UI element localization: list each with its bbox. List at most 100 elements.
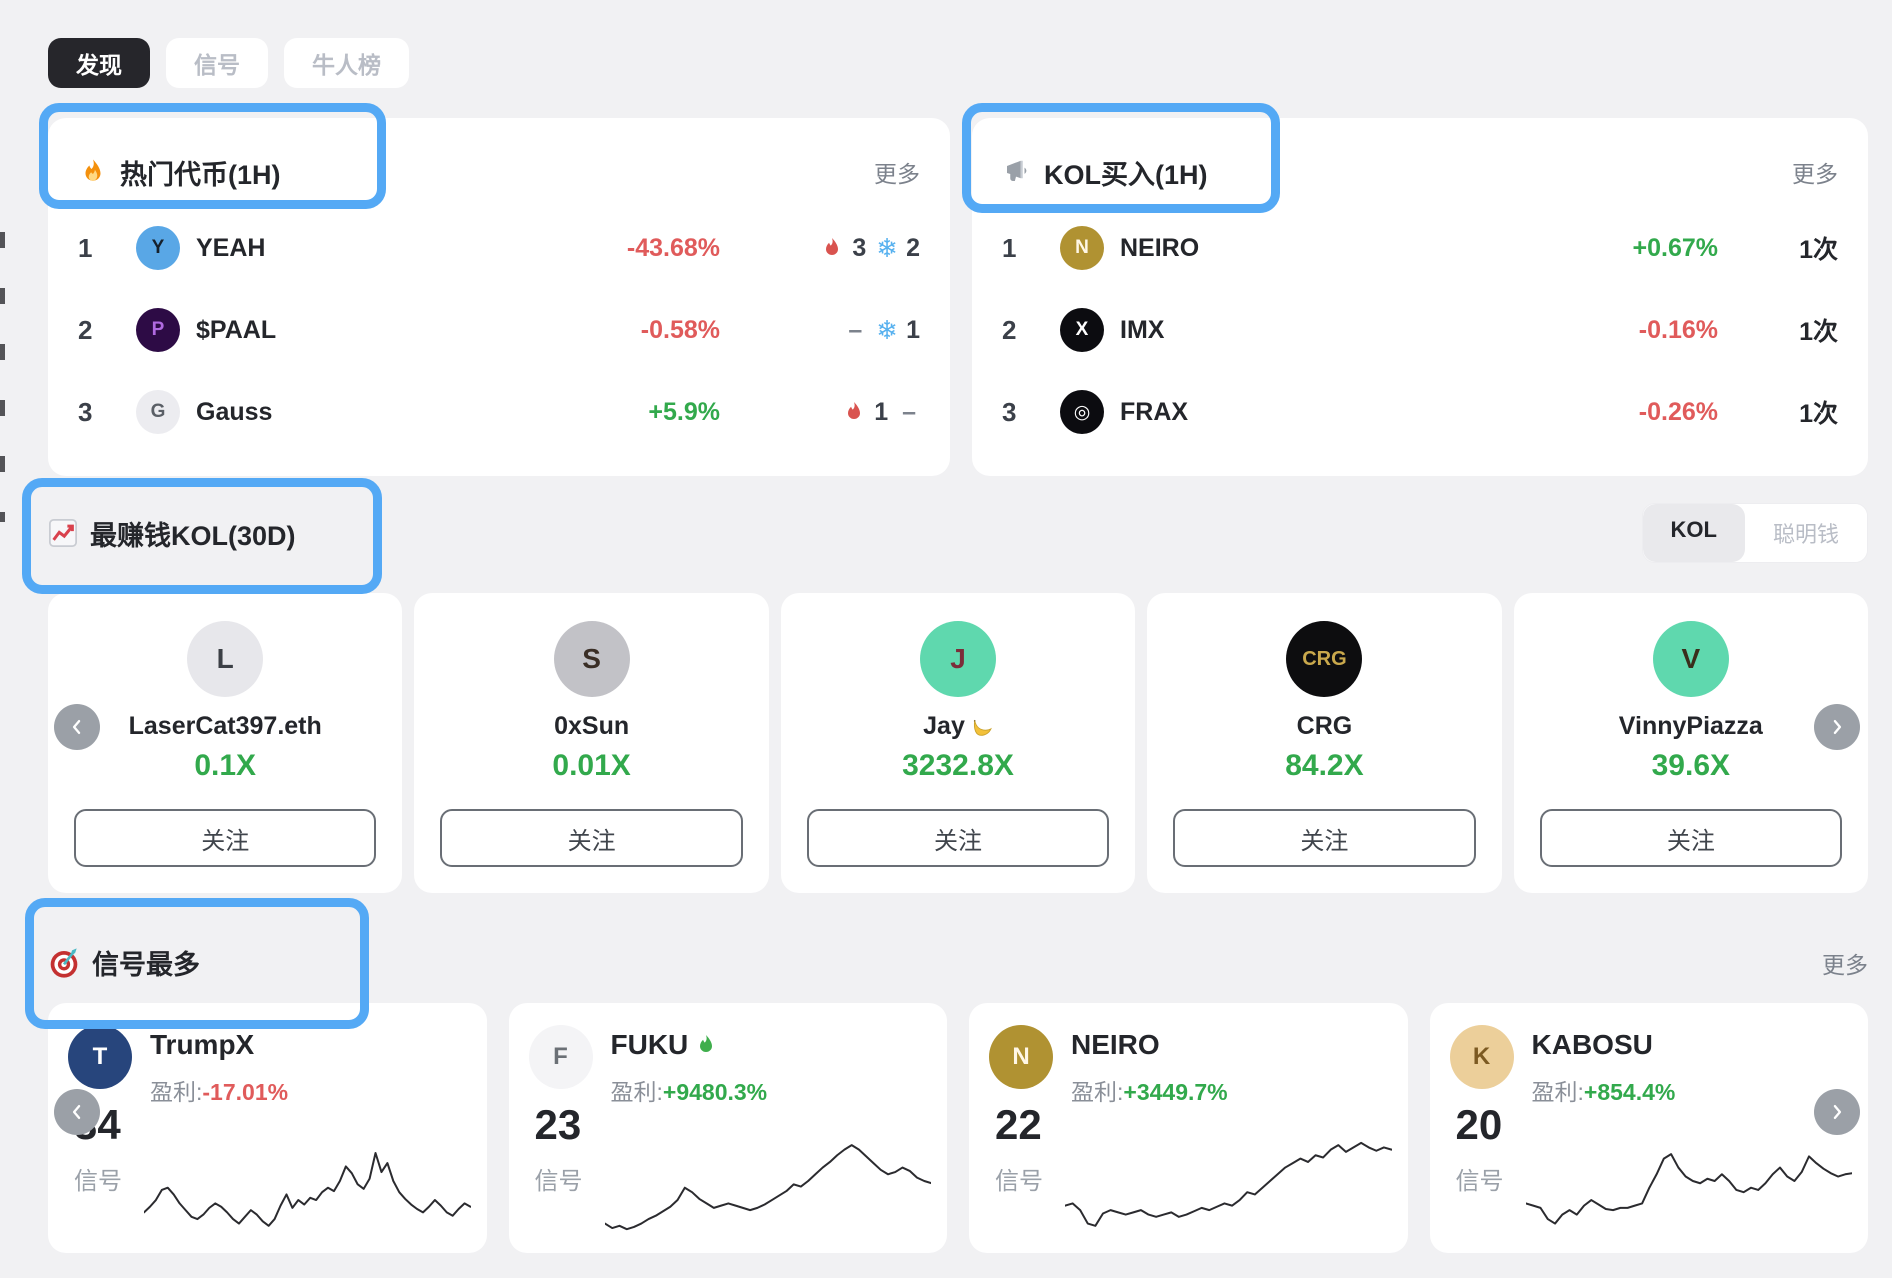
- kol-multiplier: 0.01X: [552, 749, 631, 782]
- rank-label: 1: [78, 232, 93, 263]
- rank-label: 1: [1002, 232, 1017, 263]
- token-avatar: G: [136, 390, 180, 434]
- kol-name: Jay: [923, 712, 993, 741]
- tab-discover[interactable]: 发现: [48, 38, 150, 88]
- kol-card[interactable]: CRG CRG 84.2X 关注: [1147, 593, 1502, 893]
- follow-button[interactable]: 关注: [1173, 809, 1476, 867]
- token-name: NEIRO: [1120, 233, 1200, 262]
- cropped-left-edge: [0, 232, 5, 522]
- snow-count: 2: [906, 233, 920, 262]
- follow-button[interactable]: 关注: [74, 809, 377, 867]
- signal-sparkline: [605, 1125, 932, 1237]
- signal-card[interactable]: T TrumpX 盈利:-17.01% 34 信号: [48, 1003, 487, 1253]
- kol-avatar: L: [187, 621, 264, 697]
- kol-name: LaserCat397.eth: [128, 712, 322, 740]
- hot-token-row[interactable]: 3 G Gauss +5.9% 1 –: [78, 386, 920, 438]
- kol-card[interactable]: V VinnyPiazza 39.6X 关注: [1513, 593, 1869, 893]
- token-avatar: Y: [136, 226, 180, 270]
- follow-button[interactable]: 关注: [440, 809, 743, 867]
- signal-card[interactable]: N NEIRO 盈利:+3449.7% 22 信号: [969, 1003, 1408, 1253]
- signal-profit: 盈利:+3449.7%: [1071, 1079, 1228, 1105]
- follow-button[interactable]: 关注: [806, 809, 1110, 867]
- token-flags: 1 –: [720, 398, 920, 427]
- kol-card[interactable]: L LaserCat397.eth 0.1X 关注: [48, 593, 403, 893]
- rank-label: 3: [1002, 396, 1017, 427]
- snow-count: –: [902, 397, 916, 426]
- signal-count: 20: [1455, 1101, 1503, 1148]
- kol-buys-title: KOL买入(1H): [1002, 153, 1208, 192]
- carousel-prev-button[interactable]: [54, 704, 100, 750]
- carousel-next-button[interactable]: [1814, 1089, 1860, 1135]
- kol-buy-row[interactable]: 1 N NEIRO +0.67% 1次: [1002, 222, 1838, 274]
- signal-name: KABOSU: [1531, 1029, 1653, 1060]
- token-change: -0.58%: [640, 315, 720, 344]
- fire-count: 1: [874, 397, 889, 426]
- token-avatar: ◎: [1060, 390, 1104, 434]
- top-kols-carousel: L LaserCat397.eth 0.1X 关注 S 0xSun 0.01X …: [48, 593, 1869, 893]
- toggle-kol[interactable]: KOL: [1642, 504, 1745, 562]
- chevron-right-icon: [1827, 1102, 1847, 1122]
- kol-card[interactable]: S 0xSun 0.01X 关注: [414, 593, 769, 893]
- fire-count: –: [848, 315, 863, 344]
- token-change: +5.9%: [648, 397, 720, 426]
- green-flame-icon: [694, 1033, 718, 1057]
- hot-tokens-list: 1 Y YEAH -43.68% 3 ❄ 2 2 P $PAAL -0.58% –…: [78, 222, 920, 438]
- signal-profit: 盈利:+854.4%: [1531, 1079, 1676, 1105]
- kol-buy-row[interactable]: 2 X IMX -0.16% 1次: [1002, 304, 1838, 356]
- tab-signals[interactable]: 信号: [166, 38, 268, 88]
- top-kols-title: 最赚钱KOL(30D): [48, 514, 296, 553]
- top-kols-header: 最赚钱KOL(30D) KOL 聪明钱: [48, 503, 1868, 563]
- signal-name: NEIRO: [1071, 1029, 1160, 1060]
- hot-tokens-title: 热门代币(1H): [78, 153, 281, 192]
- hot-tokens-more-link[interactable]: 更多: [874, 161, 920, 187]
- token-avatar: X: [1060, 308, 1104, 352]
- signal-profit: 盈利:+9480.3%: [610, 1079, 768, 1105]
- signal-sparkline: [1526, 1125, 1853, 1237]
- hot-token-row[interactable]: 2 P $PAAL -0.58% – ❄ 1: [78, 304, 920, 356]
- kol-buys-panel: KOL买入(1H) 更多 1 N NEIRO +0.67% 1次 2 X IMX…: [972, 118, 1868, 476]
- signal-avatar: N: [989, 1025, 1053, 1089]
- signal-count: 23: [534, 1101, 582, 1148]
- signal-unit-label: 信号: [1455, 1168, 1504, 1195]
- fire-icon: [842, 400, 866, 424]
- signal-card[interactable]: F FUKU 盈利:+9480.3% 23 信号: [508, 1003, 947, 1253]
- signal-name: FUKU: [611, 1029, 719, 1061]
- kol-buy-row[interactable]: 3 ◎ FRAX -0.26% 1次: [1002, 386, 1838, 438]
- signal-unit-label: 信号: [74, 1168, 122, 1195]
- hot-token-row[interactable]: 1 Y YEAH -43.68% 3 ❄ 2: [78, 222, 920, 274]
- toggle-smart-money[interactable]: 聪明钱: [1744, 504, 1867, 562]
- carousel-prev-button[interactable]: [54, 1089, 100, 1135]
- snowflake-icon: ❄: [876, 233, 899, 263]
- kol-card[interactable]: J Jay 3232.8X 关注: [780, 593, 1136, 893]
- buy-count: 1次: [1799, 236, 1838, 264]
- most-signals-carousel: T TrumpX 盈利:-17.01% 34 信号 F FUKU 盈利:+948…: [48, 1003, 1868, 1253]
- snow-count: 1: [906, 315, 920, 344]
- tab-leaderboard[interactable]: 牛人榜: [284, 38, 409, 88]
- kol-name: 0xSun: [554, 712, 630, 740]
- rank-label: 2: [78, 314, 93, 345]
- most-signals-header: 信号最多 更多: [48, 935, 1868, 990]
- token-flags: – ❄ 1: [720, 316, 920, 345]
- signal-profit: 盈利:-17.01%: [150, 1079, 289, 1105]
- kol-buys-list: 1 N NEIRO +0.67% 1次 2 X IMX -0.16% 1次 3 …: [1002, 222, 1838, 438]
- kol-buys-title-text: KOL买入(1H): [1044, 159, 1208, 190]
- kol-avatar: V: [1652, 621, 1729, 697]
- kol-multiplier: 39.6X: [1651, 749, 1731, 782]
- fire-count: 3: [852, 233, 867, 262]
- carousel-next-button[interactable]: [1814, 704, 1860, 750]
- chevron-left-icon: [67, 717, 87, 737]
- signal-unit-label: 信号: [534, 1168, 583, 1195]
- kol-name: CRG: [1296, 712, 1353, 740]
- signal-card[interactable]: K KABOSU 盈利:+854.4% 20 信号: [1429, 1003, 1868, 1253]
- token-change: -0.26%: [1638, 397, 1718, 426]
- signal-count: 22: [995, 1101, 1042, 1148]
- signal-sparkline: [144, 1125, 471, 1237]
- signal-sparkline: [1065, 1125, 1392, 1237]
- kol-avatar: J: [920, 621, 997, 697]
- follow-button[interactable]: 关注: [1539, 809, 1843, 867]
- kol-buys-more-link[interactable]: 更多: [1792, 161, 1838, 187]
- kol-smartmoney-toggle: KOL 聪明钱: [1641, 503, 1868, 563]
- most-signals-more-link[interactable]: 更多: [1822, 951, 1868, 978]
- kol-multiplier: 0.1X: [194, 749, 257, 782]
